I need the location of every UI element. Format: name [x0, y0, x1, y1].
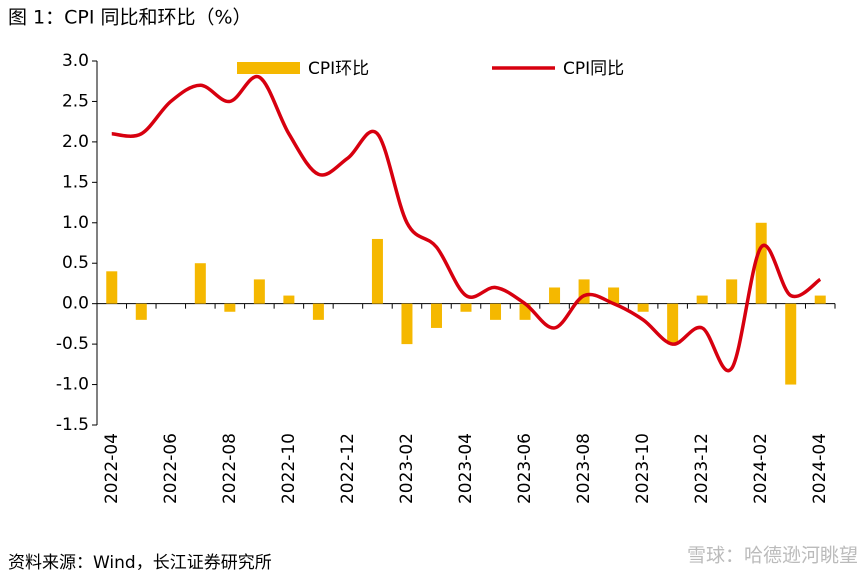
y-tick-label: 1.0 [62, 213, 89, 233]
x-tick-label: 2022-10 [279, 433, 299, 504]
x-tick-label: 2024-04 [810, 433, 830, 504]
bar [106, 271, 118, 304]
bar [283, 295, 295, 304]
x-tick-label: 2024-02 [751, 433, 771, 504]
bar [696, 295, 708, 304]
y-tick-label: -1.5 [56, 415, 89, 435]
x-tick-label: 2022-08 [220, 433, 240, 504]
bar [726, 279, 738, 304]
legend-swatch [237, 62, 300, 74]
x-tick-label: 2023-12 [692, 433, 712, 504]
bar [637, 303, 649, 312]
bar [608, 287, 620, 304]
bar [312, 303, 324, 320]
x-tick-label: 2022-12 [338, 433, 358, 504]
y-tick-label: -1.0 [56, 375, 89, 395]
y-tick-label: 0.0 [62, 294, 89, 314]
bar [135, 303, 147, 320]
y-tick-label: 1.5 [62, 172, 89, 192]
x-tick-label: 2023-04 [456, 433, 476, 504]
bar [194, 263, 206, 304]
bar [519, 303, 531, 320]
chart-title: 图 1：CPI 同比和环比（%） [8, 7, 252, 29]
x-tick-label: 2023-02 [397, 433, 417, 504]
bar [401, 303, 413, 345]
x-tick-label: 2022-04 [102, 433, 122, 504]
bar [785, 303, 797, 385]
bar [460, 303, 472, 312]
bar [667, 303, 679, 345]
x-tick-label: 2023-08 [574, 433, 594, 504]
source-note: 资料来源：Wind，长江证券研究所 [8, 553, 272, 573]
watermark: 雪球：哈德逊河眺望 [687, 545, 858, 567]
y-tick-label: 2.0 [62, 132, 89, 152]
legend-label: CPI同比 [563, 59, 624, 79]
bar [814, 295, 826, 304]
x-tick-label: 2022-06 [161, 433, 181, 504]
bar [578, 279, 590, 304]
line [111, 74, 822, 373]
legend-label: CPI环比 [308, 59, 369, 79]
bar [253, 279, 265, 304]
y-tick-label: 0.5 [62, 253, 89, 273]
bar [490, 303, 502, 320]
bar [430, 303, 442, 328]
bar [549, 287, 561, 304]
x-tick-label: 2023-06 [515, 433, 535, 504]
bar [224, 303, 236, 312]
y-tick-label: 2.5 [62, 91, 89, 111]
bar [371, 238, 383, 304]
y-tick-label: -0.5 [56, 334, 89, 354]
y-tick-label: 3.0 [62, 51, 89, 71]
bar [755, 222, 767, 304]
x-tick-label: 2023-10 [633, 433, 653, 504]
